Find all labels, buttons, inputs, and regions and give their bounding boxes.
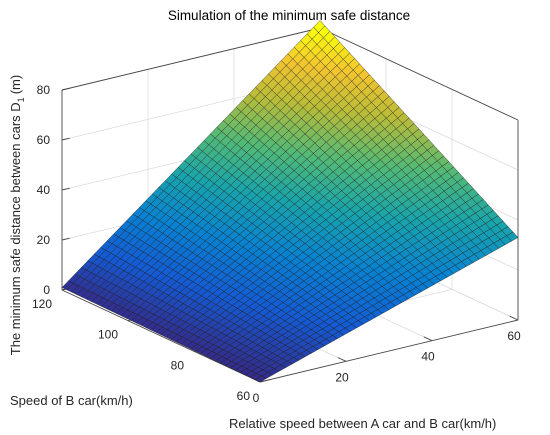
z-tick-label: 60 [37, 133, 51, 147]
x-tick-mark [337, 357, 347, 362]
surface-mesh [61, 20, 519, 383]
z-tick-mark [61, 137, 70, 141]
z-tick-mark [61, 187, 70, 191]
x-tick-label: 40 [421, 350, 435, 364]
box-edge [319, 27, 519, 121]
z-tick-label: 0 [43, 283, 50, 297]
z-tick-label: 80 [37, 83, 51, 97]
box-edge [61, 27, 321, 91]
surface-facet [254, 375, 267, 383]
z-tick-mark [61, 87, 70, 91]
y-tick-mark [259, 378, 271, 383]
z-tick-label: 20 [37, 233, 51, 247]
z-axis-label: The minimum safe distance between cars D… [8, 75, 26, 355]
y-axis-label: Speed of B car(km/h) [10, 393, 133, 408]
x-tick-mark [509, 315, 519, 321]
chart-title: Simulation of the minimum safe distance [168, 8, 410, 23]
z-axis-label-unit: (m) [8, 75, 23, 95]
z-axis-label-subscript: 1 [16, 97, 26, 102]
x-tick-label: 60 [507, 329, 521, 343]
y-tick-label: 100 [98, 328, 118, 342]
y-tick-label: 80 [171, 358, 185, 372]
z-tick-label: 40 [37, 183, 51, 197]
z-axis-label-main: The minimum safe distance between cars D [8, 102, 23, 355]
x-axis-line [259, 319, 519, 383]
x-tick-label: 20 [335, 370, 349, 384]
y-axis-line [61, 289, 261, 383]
x-tick-label: 0 [253, 391, 260, 405]
x-axis-label: Relative speed between A car and B car(k… [229, 416, 496, 431]
y-tick-label: 60 [237, 389, 251, 403]
x-tick-mark [423, 336, 433, 342]
z-tick-mark [61, 237, 70, 241]
y-tick-label: 120 [32, 297, 52, 311]
